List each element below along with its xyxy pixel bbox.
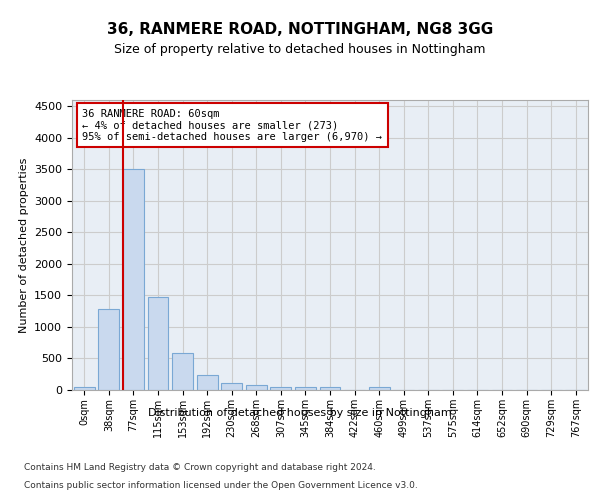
Bar bbox=[123, 170, 144, 390]
Text: Contains HM Land Registry data © Crown copyright and database right 2024.: Contains HM Land Registry data © Crown c… bbox=[24, 462, 376, 471]
Bar bbox=[148, 296, 169, 390]
Y-axis label: Number of detached properties: Number of detached properties bbox=[19, 158, 29, 332]
Text: 36, RANMERE ROAD, NOTTINGHAM, NG8 3GG: 36, RANMERE ROAD, NOTTINGHAM, NG8 3GG bbox=[107, 22, 493, 38]
Bar bbox=[320, 387, 340, 390]
Bar bbox=[98, 310, 119, 390]
Bar bbox=[368, 386, 389, 390]
Bar bbox=[74, 388, 95, 390]
Bar bbox=[246, 385, 267, 390]
Bar bbox=[271, 386, 292, 390]
Bar bbox=[221, 383, 242, 390]
Text: Contains public sector information licensed under the Open Government Licence v3: Contains public sector information licen… bbox=[24, 481, 418, 490]
Bar bbox=[172, 354, 193, 390]
Bar bbox=[295, 386, 316, 390]
Text: Distribution of detached houses by size in Nottingham: Distribution of detached houses by size … bbox=[148, 408, 452, 418]
Bar bbox=[197, 375, 218, 390]
Text: 36 RANMERE ROAD: 60sqm
← 4% of detached houses are smaller (273)
95% of semi-det: 36 RANMERE ROAD: 60sqm ← 4% of detached … bbox=[82, 108, 382, 142]
Text: Size of property relative to detached houses in Nottingham: Size of property relative to detached ho… bbox=[114, 42, 486, 56]
